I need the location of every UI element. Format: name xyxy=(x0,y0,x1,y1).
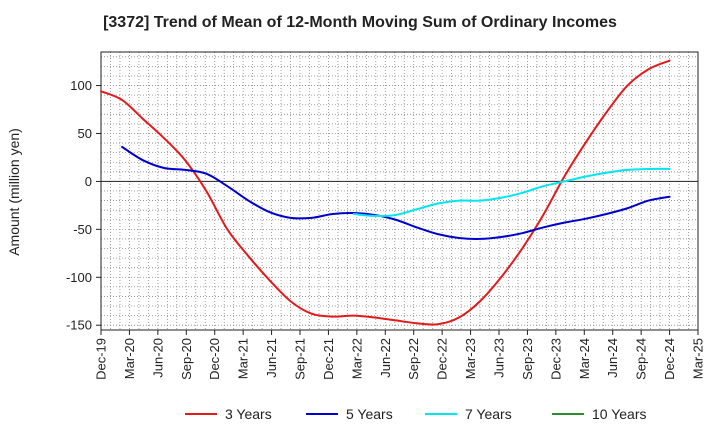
series-line-5-years xyxy=(121,145,671,240)
y-tick-label: 50 xyxy=(78,126,92,141)
x-tick-label: Mar-20 xyxy=(122,338,137,379)
x-tick-label: Sep-23 xyxy=(520,338,535,380)
y-tick-label: -100 xyxy=(66,270,92,285)
x-tick-label: Mar-25 xyxy=(691,338,706,379)
x-tick-label: Mar-23 xyxy=(463,338,478,379)
x-tick-label: Sep-24 xyxy=(634,338,649,380)
legend-label: 10 Years xyxy=(592,406,647,422)
series-layer xyxy=(100,59,671,326)
chart-title: [3372] Trend of Mean of 12-Month Moving … xyxy=(103,14,617,31)
legend-label: 5 Years xyxy=(346,406,393,422)
plot-frame xyxy=(100,51,699,331)
series-line-3-years xyxy=(100,59,671,326)
legend-label: 7 Years xyxy=(465,406,512,422)
x-tick-label: Dec-24 xyxy=(662,338,677,380)
x-tick-label: Jun-23 xyxy=(492,338,507,378)
x-tick-label: Jun-22 xyxy=(378,338,393,378)
y-tick-label: 100 xyxy=(70,78,92,93)
x-tick-label: Mar-21 xyxy=(236,338,251,379)
legend-label: 3 Years xyxy=(225,406,272,422)
x-tick-label: Dec-19 xyxy=(94,338,109,380)
x-tick-label: Dec-23 xyxy=(548,338,563,380)
y-tick-label: -150 xyxy=(66,318,92,333)
y-axis-title: Amount (million yen) xyxy=(6,128,22,256)
y-tick-label: -50 xyxy=(73,222,92,237)
x-tick-label: Sep-20 xyxy=(179,338,194,380)
x-tick-label: Dec-20 xyxy=(207,338,222,380)
x-tick-label: Jun-24 xyxy=(605,338,620,378)
grid-layer xyxy=(101,52,698,330)
x-tick-label: Jun-21 xyxy=(264,338,279,378)
series-line-7-years xyxy=(352,167,671,217)
x-tick-label: Dec-22 xyxy=(435,338,450,380)
legend-layer: 3 Years 5 Years 7 Years 10 Years xyxy=(185,406,647,422)
x-tick-label: Dec-21 xyxy=(321,338,336,380)
y-tick-label: 0 xyxy=(85,174,92,189)
x-tick-label: Mar-24 xyxy=(577,338,592,379)
x-tick-label: Mar-22 xyxy=(349,338,364,379)
x-tick-label: Sep-21 xyxy=(293,338,308,380)
x-tick-label: Sep-22 xyxy=(406,338,421,380)
x-tick-label: Jun-20 xyxy=(150,338,165,378)
